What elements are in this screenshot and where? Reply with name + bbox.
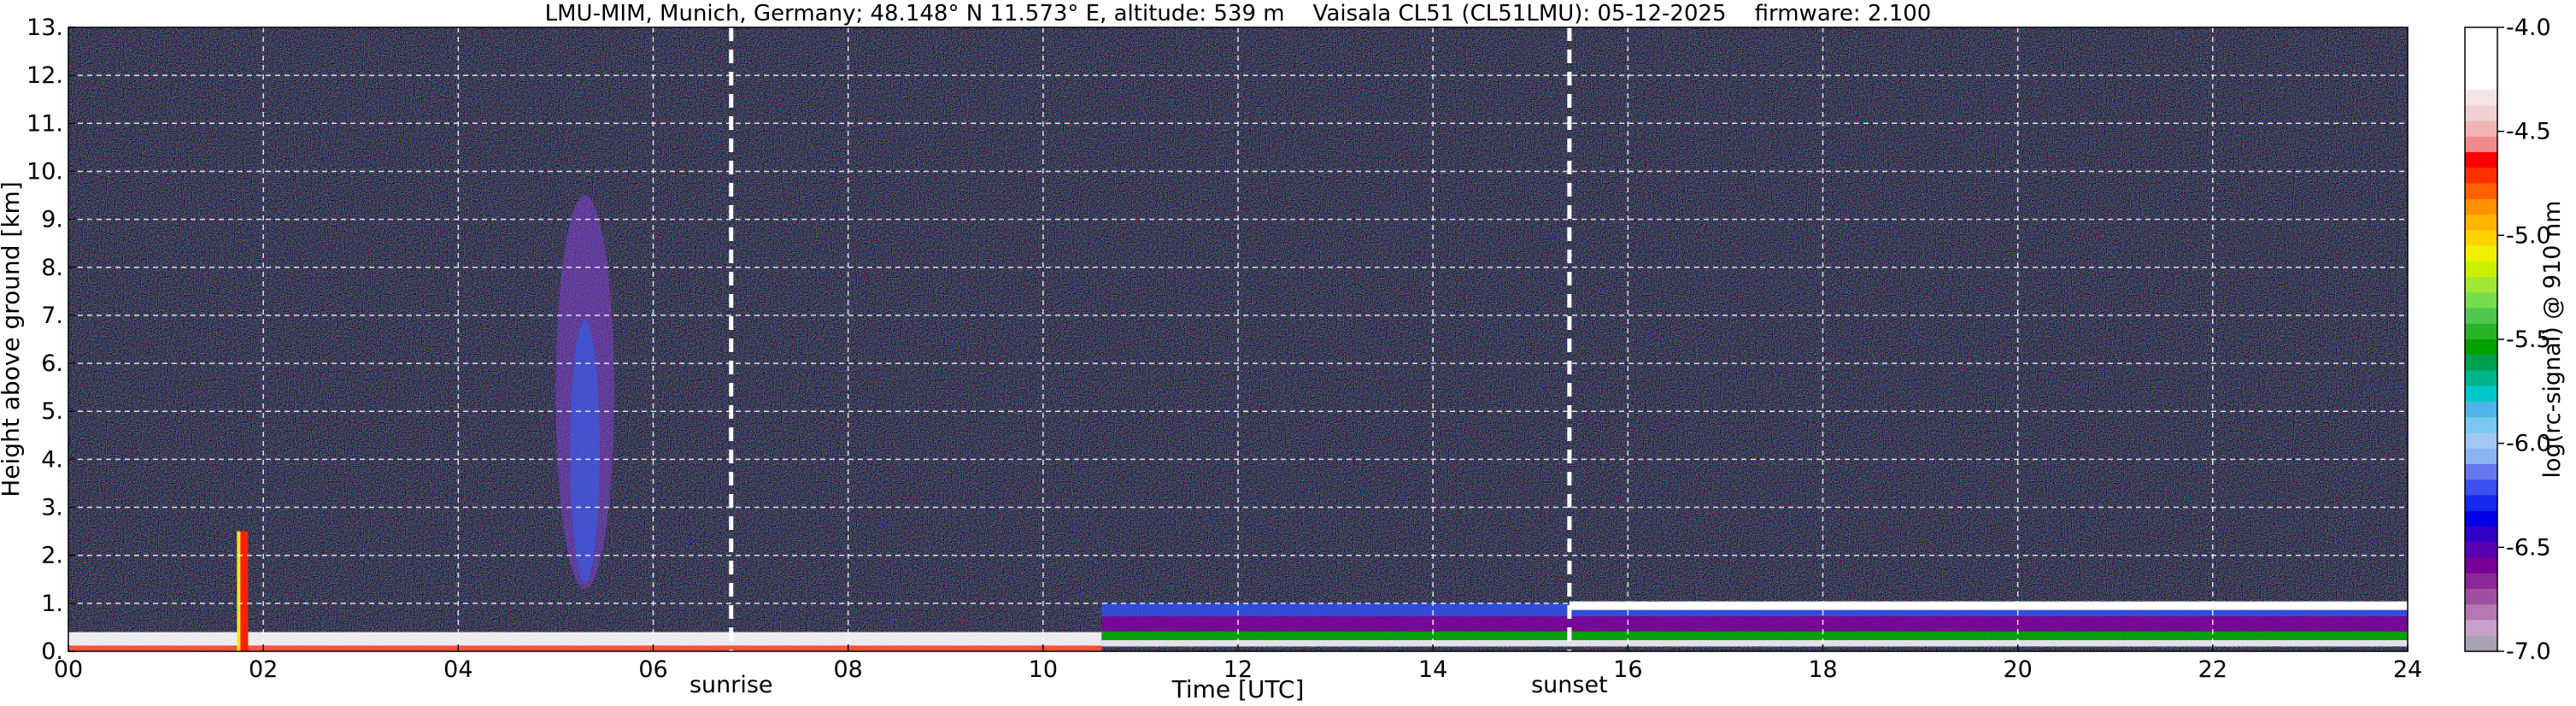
x-tick-label-0: 00 xyxy=(54,656,83,683)
signal-spike-edge xyxy=(237,531,241,651)
y-tick-label-6: 6. xyxy=(41,350,63,377)
colorbar-cell-7 xyxy=(2465,136,2497,153)
annotation-label-sunrise: sunrise xyxy=(689,672,773,698)
elevated-signal-core xyxy=(570,320,600,583)
colorbar xyxy=(2464,26,2498,652)
colorbar-cell-20 xyxy=(2465,339,2497,356)
colorbar-cell-36 xyxy=(2465,589,2497,605)
x-tick-label-1: 02 xyxy=(249,656,278,683)
annotation-label-sunset: sunset xyxy=(1531,672,1608,698)
x-axis-ticks: 00 02 04 06 08 10 12 14 16 18 20 22 24 xyxy=(54,644,2422,683)
colorbar-tick-label-3: -5.5 xyxy=(2506,327,2551,353)
x-tick-label-8: 16 xyxy=(1613,656,1642,683)
sun-event-lines xyxy=(729,27,1572,651)
y-tick-label-13: 13. xyxy=(26,15,63,41)
x-tick-label-11: 22 xyxy=(2198,656,2227,683)
y-tick-label-11: 11. xyxy=(26,110,63,137)
colorbar-cell-2 xyxy=(2465,58,2497,75)
colorbar-cell-9 xyxy=(2465,168,2497,185)
y-tick-label-12: 12. xyxy=(26,62,63,89)
colorbar-cell-3 xyxy=(2465,74,2497,91)
colorbar-cell-32 xyxy=(2465,527,2497,543)
colorbar-cell-25 xyxy=(2465,417,2497,434)
y-axis-ticks: 0. 1. 2. 3. 4. 5. 6. 7. 8. 9. 10. 11. 12. 13. xyxy=(26,15,75,665)
cloud-layer-band-2 xyxy=(1101,616,2408,632)
cloud-layer-band-1 xyxy=(1101,631,2408,640)
x-tick-label-9: 18 xyxy=(1808,656,1837,683)
colorbar-cell-26 xyxy=(2465,432,2497,450)
signal-spike xyxy=(239,531,249,651)
colorbar-cell-37 xyxy=(2465,604,2497,621)
y-tick-label-4: 4. xyxy=(41,446,63,473)
colorbar-cell-12 xyxy=(2465,215,2497,231)
colorbar-cell-14 xyxy=(2465,245,2497,262)
colorbar-cell-13 xyxy=(2465,230,2497,247)
y-tick-label-1: 1. xyxy=(41,591,63,617)
colorbar-cell-15 xyxy=(2465,261,2497,278)
x-tick-label-7: 14 xyxy=(1418,656,1447,683)
colorbar-cell-6 xyxy=(2465,121,2497,138)
x-tick-label-12: 24 xyxy=(2393,656,2422,683)
colorbar-cell-34 xyxy=(2465,557,2497,574)
plot-area xyxy=(68,27,2408,651)
colorbar-cell-4 xyxy=(2465,90,2497,106)
colorbar-cell-18 xyxy=(2465,308,2497,325)
colorbar-cell-19 xyxy=(2465,323,2497,340)
colorbar-cell-0 xyxy=(2465,27,2497,44)
colorbar-cell-35 xyxy=(2465,573,2497,590)
colorbar-cell-24 xyxy=(2465,402,2497,418)
cloud-layer-band-0 xyxy=(1101,639,2408,647)
colorbar-cell-22 xyxy=(2465,370,2497,387)
x-tick-label-2: 04 xyxy=(443,656,472,683)
colorbar-cell-31 xyxy=(2465,510,2497,527)
y-tick-label-3: 3. xyxy=(41,495,63,521)
colorbar-tick-label-6: -7.0 xyxy=(2506,638,2551,665)
colorbar-cell-5 xyxy=(2465,105,2497,122)
y-tick-label-2: 2. xyxy=(41,543,63,569)
colorbar-tick-label-4: -6.0 xyxy=(2506,431,2551,457)
y-tick-label-7: 7. xyxy=(41,303,63,329)
x-tick-label-10: 20 xyxy=(2003,656,2032,683)
colorbar-cell-27 xyxy=(2465,448,2497,465)
colorbar-tick-label-2: -5.0 xyxy=(2506,222,2551,249)
colorbar-label: log(rc-signal) @ 910 nm xyxy=(2539,201,2566,479)
near-ground-core xyxy=(68,645,1102,651)
colorbar-ticks: -4.0 -4.5 -5.0 -5.5 -6.0 -6.5 -7.0 xyxy=(2497,15,2551,665)
colorbar-cell-17 xyxy=(2465,292,2497,309)
y-tick-label-0: 0. xyxy=(41,638,63,665)
y-tick-label-10: 10. xyxy=(26,158,63,185)
colorbar-cell-30 xyxy=(2465,495,2497,512)
colorbar-cell-23 xyxy=(2465,385,2497,403)
y-tick-label-9: 9. xyxy=(41,207,63,233)
colorbar-cell-39 xyxy=(2465,635,2497,652)
colorbar-tick-label-1: -4.5 xyxy=(2506,119,2551,145)
x-tick-label-4: 08 xyxy=(833,656,862,683)
y-axis-label: Height above ground [km] xyxy=(0,181,25,497)
y-tick-label-8: 8. xyxy=(41,255,63,281)
colorbar-cell-21 xyxy=(2465,355,2497,372)
colorbar-cell-38 xyxy=(2465,620,2497,637)
signal-features xyxy=(68,195,2408,651)
x-tick-label-3: 06 xyxy=(638,656,667,683)
grid-lines xyxy=(68,27,2408,651)
colorbar-cell-33 xyxy=(2465,542,2497,559)
x-tick-label-5: 10 xyxy=(1029,656,1058,683)
x-axis-label: Time [UTC] xyxy=(1171,675,1305,703)
colorbar-tick-label-5: -6.5 xyxy=(2506,534,2551,561)
sun-event-labels: sunrise sunset xyxy=(689,672,1608,698)
chart-title: LMU-MIM, Munich, Germany; 48.148° N 11.5… xyxy=(545,1,1932,26)
colorbar-cell-28 xyxy=(2465,464,2497,480)
colorbar-cell-10 xyxy=(2465,183,2497,200)
colorbar-cell-8 xyxy=(2465,152,2497,168)
colorbar-cell-11 xyxy=(2465,198,2497,215)
colorbar-cell-1 xyxy=(2465,43,2497,60)
y-tick-label-5: 5. xyxy=(41,398,63,425)
x-tick-label-6: 12 xyxy=(1223,656,1253,683)
colorbar-cell-16 xyxy=(2465,277,2497,293)
colorbar-cell-29 xyxy=(2465,479,2497,497)
colorbar-tick-label-0: -4.0 xyxy=(2506,15,2551,41)
